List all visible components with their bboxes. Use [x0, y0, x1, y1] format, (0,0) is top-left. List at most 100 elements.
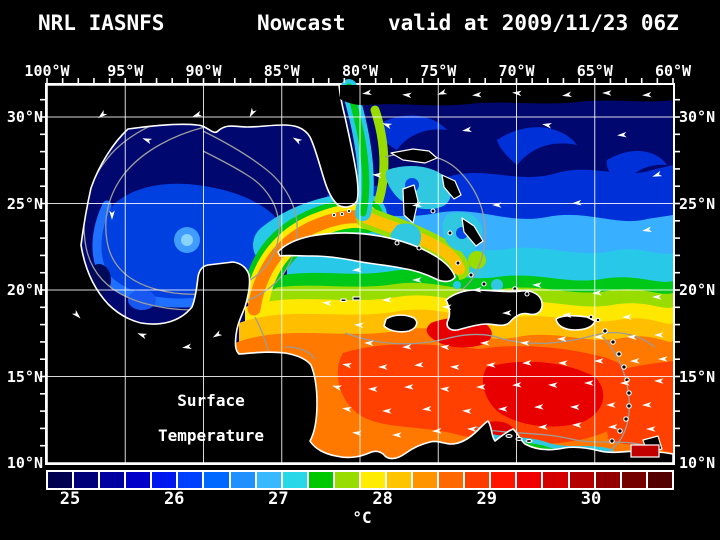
long-island	[461, 217, 484, 247]
current-arrow	[392, 432, 402, 438]
colorbar-cell	[334, 472, 361, 488]
current-arrow	[332, 385, 343, 391]
current-arrow	[98, 109, 108, 119]
current-arrow	[630, 358, 640, 364]
current-arrow	[137, 333, 148, 340]
current-arrow	[292, 137, 303, 145]
current-arrow	[432, 428, 442, 434]
colorbar-unit: °C	[352, 508, 372, 527]
current-arrow	[462, 408, 472, 415]
current-arrow	[372, 172, 382, 179]
colorbar-cell	[647, 472, 672, 488]
lat-tick-label: 30°N	[6, 108, 43, 126]
current-arrow	[584, 380, 594, 386]
current-arrow	[558, 360, 568, 366]
current-arrow	[646, 426, 656, 432]
current-arrow	[492, 202, 502, 208]
current-arrow	[440, 344, 450, 351]
current-arrow	[654, 378, 664, 384]
current-arrow	[606, 402, 616, 408]
map-annotation-line2: Temperature	[158, 426, 264, 445]
colorbar-tick-label: 29	[476, 489, 498, 509]
lon-tick-label: 80°W	[341, 62, 379, 80]
lon-tick-label: 100°W	[24, 62, 70, 80]
current-arrow	[414, 361, 424, 368]
current-arrow	[109, 210, 115, 220]
colorbar-cell	[152, 472, 179, 488]
current-arrow	[249, 107, 257, 118]
current-arrow	[322, 300, 332, 307]
lat-tick-label: 10°N	[6, 454, 43, 472]
current-arrow	[522, 360, 532, 366]
current-arrow	[354, 322, 364, 329]
current-arrow	[362, 89, 372, 95]
model-name: NRL IASNFS	[38, 11, 165, 35]
cuba	[277, 232, 456, 283]
current-arrow	[534, 404, 544, 410]
current-arrow	[368, 386, 378, 392]
colorbar-cell	[621, 472, 648, 488]
lat-tick-label: 20°N	[679, 281, 716, 299]
colorbar-cell	[569, 472, 596, 488]
jamaica	[383, 314, 418, 333]
current-arrow	[182, 343, 192, 349]
current-arrow	[476, 384, 486, 390]
hispaniola	[445, 289, 543, 331]
current-arrow	[402, 92, 412, 99]
small-islands	[331, 208, 632, 444]
colorbar-tick-label: 26	[163, 489, 185, 509]
colorbar-cell	[178, 472, 205, 488]
lat-tick-label: 25°N	[6, 194, 43, 213]
lat-tick-label: 25°N	[679, 194, 716, 213]
current-arrow	[520, 340, 530, 347]
puerto-rico	[555, 314, 596, 331]
graticule	[47, 85, 673, 463]
current-arrow	[642, 91, 652, 98]
colorbar-cell	[360, 472, 388, 488]
lat-tick-label: 10°N	[679, 454, 716, 472]
current-arrow	[437, 88, 448, 95]
current-arrow	[342, 363, 352, 369]
current-arrow	[71, 309, 81, 319]
sst-map	[40, 78, 680, 464]
colorbar-cell	[465, 472, 492, 488]
current-arrow	[404, 384, 414, 390]
grand-bahama	[390, 148, 438, 164]
current-arrow	[538, 424, 548, 430]
current-arrow	[472, 91, 482, 98]
current-arrow	[502, 310, 512, 316]
lon-tick-label: 90°W	[185, 62, 222, 80]
current-arrow	[440, 386, 450, 393]
lon-tick-label: 85°W	[263, 62, 300, 80]
current-arrow	[594, 334, 604, 340]
colorbar-cell	[204, 472, 231, 488]
current-arrow	[542, 123, 552, 129]
current-arrow	[364, 340, 374, 346]
current-arrow	[467, 426, 477, 432]
sst-bands	[235, 241, 673, 463]
lon-tick-label: 65°W	[576, 62, 613, 80]
current-arrow	[412, 277, 422, 283]
current-arrow	[620, 380, 630, 386]
lon-tick-label: 70°W	[498, 62, 535, 80]
current-arrow	[562, 91, 572, 97]
product-name: Nowcast	[257, 11, 346, 35]
current-arrow	[450, 364, 460, 371]
paria-warm-patch	[630, 444, 660, 458]
current-arrow	[594, 358, 604, 364]
current-arrow	[462, 126, 472, 132]
lon-tick-label: 95°W	[107, 62, 144, 80]
current-arrow	[562, 312, 572, 318]
current-arrow	[442, 304, 452, 310]
colorbar-tick-label: 30	[580, 489, 602, 509]
current-arrow	[412, 201, 422, 207]
colorbar-cell	[256, 472, 283, 488]
current-arrow	[212, 330, 223, 338]
colorbar-cell	[282, 472, 309, 488]
colorbar-cell	[308, 472, 335, 488]
current-arrow	[652, 294, 662, 300]
colorbar-tick-label: 25	[59, 489, 81, 509]
current-arrow	[617, 131, 627, 138]
current-arrow	[352, 266, 362, 273]
